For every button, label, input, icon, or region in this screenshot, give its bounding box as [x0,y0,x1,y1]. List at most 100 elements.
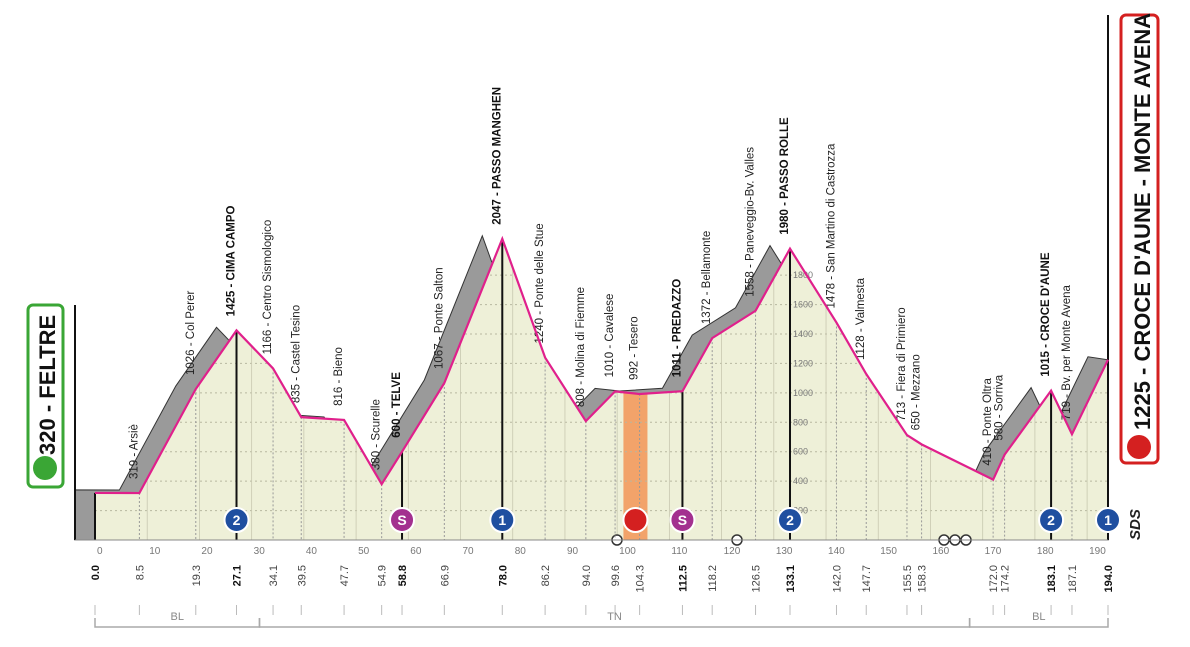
km-label: 126.5 [751,565,763,593]
marker-label: 1 [498,512,506,528]
region-bracket [968,618,1109,628]
x-tick-label: 170 [985,546,1002,557]
km-label: 133.1 [785,565,797,593]
finish-box [1119,13,1160,465]
km-label: 0.0 [90,565,102,580]
km-label: 86.2 [540,565,552,586]
marker-label: 2 [1047,512,1055,528]
place-label: 1478 - San Martino di Castrozza [825,143,837,309]
x-tick-label: 150 [880,546,897,557]
y-tick-label: 1400 [793,329,813,339]
y-tick-label: 1600 [793,300,813,310]
place-label: 1372 - Bellamonte [701,231,713,324]
climb-marker [1095,507,1121,533]
km-label: 112.5 [677,565,689,592]
x-tick-label: 80 [515,546,527,557]
place-label: 1128 - Valmesta [855,277,867,360]
km-label: 8.5 [134,565,146,580]
place-label: 835 - Castel Tesino [290,305,302,403]
y-tick-label: 1000 [793,388,813,398]
km-label: 118.2 [707,565,719,592]
place-label: 719 - Bv. per Monte Avena [1061,284,1073,420]
place-label: 1980 - PASSO ROLLE [779,117,791,235]
km-label: 174.2 [1000,565,1012,593]
place-label: 992 - Tesero [629,316,641,380]
place-label: 600 - TELVE [391,372,403,438]
km-label: 155.5 [902,565,914,593]
x-tick-label: 70 [463,546,475,557]
climb-marker [489,507,516,533]
place-label: 1011 - PREDAZZO [671,279,683,377]
climb-marker [669,507,696,533]
x-tick-label: 160 [932,546,949,557]
start-box [26,303,65,489]
x-tick-label: 110 [671,546,687,557]
x-tick-label: 90 [567,546,579,557]
y-tick-label: 1200 [793,358,813,368]
x-tick-label: 0 [97,546,103,557]
km-label: 94.0 [581,565,593,586]
place-label: 410 - Ponte Oltra [982,377,994,465]
marker-label: 1 [1104,512,1112,528]
x-tick-label: 190 [1089,546,1106,557]
km-label: 147.7 [861,565,873,593]
x-tick-label: 100 [619,546,636,557]
km-label: 183.1 [1046,565,1058,593]
km-label: 142.0 [831,565,843,593]
x-tick-label: 40 [306,546,318,557]
place-label: 1026 - Col Perer [185,290,197,375]
place-label: 816 - Bieno [333,347,345,406]
marker-label: 2 [786,512,794,528]
climb-marker [389,507,416,533]
marker-label: S [397,512,406,528]
y-tick-label: 200 [793,506,808,516]
x-tick-label: 30 [254,546,266,557]
km-label: 47.7 [339,565,351,586]
km-label: 78.0 [497,565,509,586]
place-label: 319 - Arsiè [128,424,140,479]
place-label: 650 - Mezzano [911,354,923,430]
marker-label: S [678,512,687,528]
place-label: 713 - Fiera di Primiero [896,307,908,421]
place-label: 1558 - Paneveggio-Bv. Valles [745,147,757,297]
finish-label: 1225 - CROCE D'AUNE - MONTE AVENA [1130,13,1155,430]
km-label: 58.8 [397,565,409,586]
region-label: BL [1032,611,1045,623]
place-label: 1010 - Cavalese [604,294,616,378]
climb-marker [777,507,804,533]
x-tick-label: 20 [201,546,213,557]
km-label: 39.5 [296,565,308,586]
place-label: 808 - Molina di Fiemme [575,287,587,407]
place-label: 2047 - PASSO MANGHEN [491,87,503,225]
y-tick-label: 800 [793,417,808,427]
y-tick-label: 1800 [793,270,813,280]
start-label: 320 - FELTRE [35,315,60,455]
km-label: 34.1 [268,565,280,586]
marker-label: 2 [233,512,241,528]
logo: SDS [1127,509,1144,540]
x-tick-label: 130 [776,546,793,557]
region-label: TN [607,611,622,623]
km-label: 172.0 [988,565,1000,593]
km-label: 54.9 [377,565,389,586]
start-icon [33,456,57,480]
place-label: 1240 - Ponte delle Stue [534,223,546,343]
x-tick-label: 60 [410,546,422,557]
feed-icon [622,507,649,533]
finish-icon [1127,435,1151,459]
place-label: 580 - Sorriva [994,374,1006,440]
km-label: 19.3 [191,565,203,586]
y-tick-label: 400 [793,476,808,486]
x-tick-label: 10 [149,546,161,557]
km-label: 158.3 [917,565,929,593]
climb-marker [223,507,250,533]
km-label: 187.1 [1067,565,1079,593]
place-label: 1425 - CIMA CAMPO [226,206,238,317]
profile-line [94,235,1109,495]
x-tick-label: 140 [828,546,845,557]
x-tick-label: 180 [1037,546,1054,557]
km-label: 66.9 [439,565,451,586]
km-label: 99.6 [610,565,622,586]
km-label: 27.1 [232,565,244,586]
